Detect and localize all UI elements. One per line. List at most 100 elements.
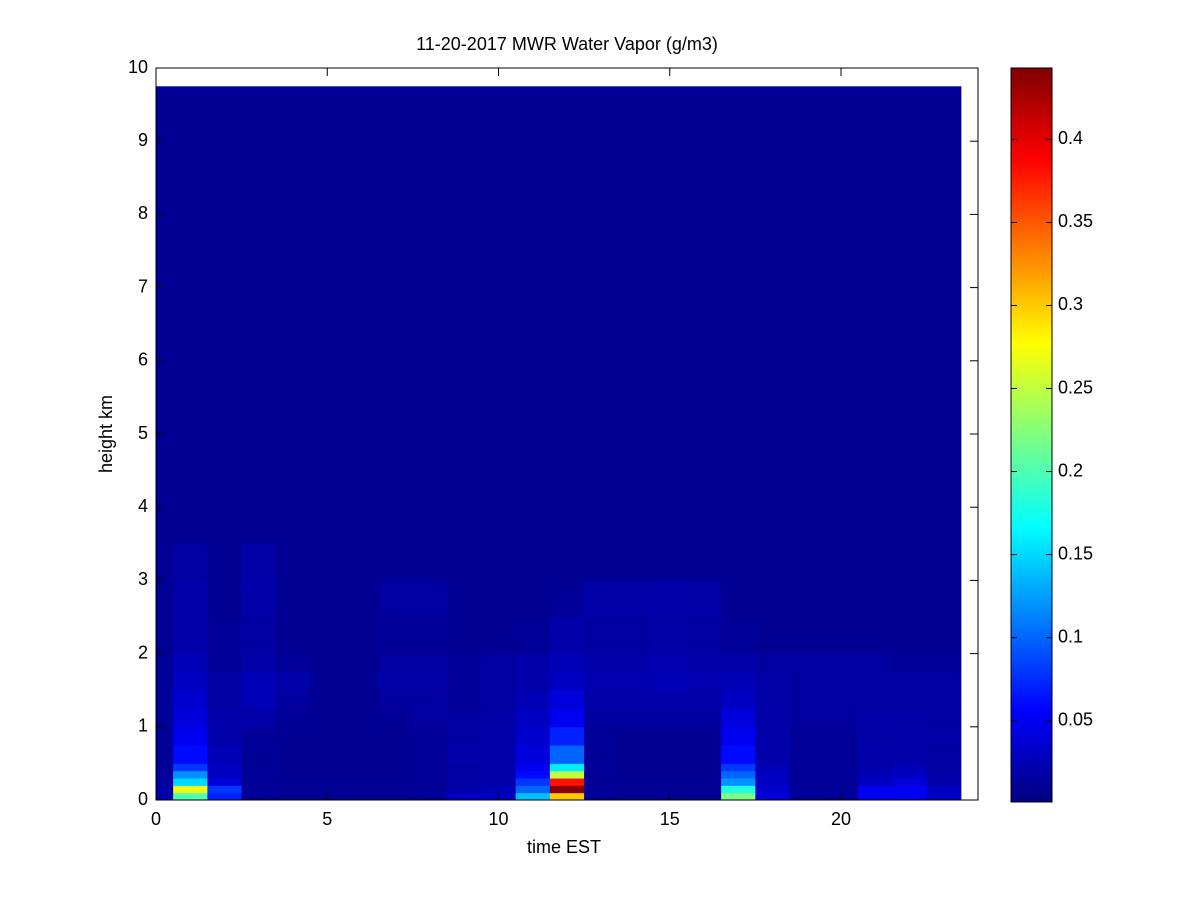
heatmap-cell <box>892 653 928 673</box>
heatmap-cell <box>721 792 756 801</box>
heatmap-cell <box>823 726 859 746</box>
heatmap-cell <box>584 671 619 691</box>
heatmap-cell <box>549 785 585 794</box>
colorbar-frame <box>1010 67 1053 803</box>
heatmap-cell <box>584 86 619 545</box>
heatmap-cell <box>755 778 791 786</box>
heatmap-cell <box>686 745 722 764</box>
heatmap-cell <box>481 580 517 618</box>
heatmap-cell <box>481 86 517 545</box>
heatmap-cell <box>755 792 791 801</box>
heatmap-cell <box>789 770 825 779</box>
heatmap-cell <box>207 763 243 772</box>
heatmap-cell <box>789 690 825 709</box>
heatmap-cell <box>378 745 414 764</box>
heatmap-cell <box>515 778 551 786</box>
colorbar-tick-label: 0.25 <box>1058 377 1093 397</box>
heatmap-cell <box>618 580 654 618</box>
heatmap-cell <box>892 708 928 728</box>
heatmap-cell <box>275 792 311 801</box>
heatmap-cell <box>207 708 243 728</box>
heatmap-cell <box>549 86 585 545</box>
heatmap-cell <box>858 726 893 746</box>
heatmap-cell <box>515 653 551 673</box>
heatmap-cell <box>173 726 208 746</box>
heatmap-cell <box>173 785 208 794</box>
heatmap-cell <box>310 778 345 786</box>
heatmap-cell <box>584 770 619 779</box>
heatmap-cell <box>618 778 654 786</box>
heatmap-cell <box>618 792 654 801</box>
heatmap-cell <box>549 778 585 786</box>
heatmap-cell <box>344 543 380 581</box>
heatmap-cell <box>686 770 722 779</box>
heatmap-cell <box>721 770 756 779</box>
heatmap-cell <box>584 617 619 655</box>
heatmap-cell <box>275 653 311 673</box>
heatmap-cell <box>481 745 517 764</box>
heatmap-cell <box>549 770 585 779</box>
heatmap-cell <box>892 671 928 691</box>
heatmap-cell <box>378 690 414 709</box>
heatmap-cell <box>344 763 380 772</box>
heatmap-cell <box>378 785 414 794</box>
heatmap-cell <box>926 778 962 786</box>
heatmap-cell <box>344 785 380 794</box>
y-tick-label: 0 <box>138 789 148 809</box>
y-tick-label: 8 <box>138 203 148 223</box>
heatmap-cell <box>156 785 174 794</box>
heatmap-cell <box>858 763 893 772</box>
heatmap-cell <box>515 726 551 746</box>
heatmap-cell <box>207 792 243 801</box>
heatmap-cell <box>823 785 859 794</box>
heatmap-cell <box>892 617 928 655</box>
colorbar-tick-label: 0.1 <box>1058 626 1083 646</box>
heatmap-cell <box>721 778 756 786</box>
heatmap-cell <box>549 653 585 673</box>
heatmap-cell <box>173 86 208 545</box>
heatmap-cell <box>789 785 825 794</box>
heatmap-cell <box>652 690 688 709</box>
heatmap-cell <box>549 708 585 728</box>
heatmap-cell <box>241 770 277 779</box>
heatmap-cell <box>926 745 962 764</box>
heatmap-cell <box>584 543 619 581</box>
heatmap-cell <box>173 745 208 764</box>
y-tick-label: 5 <box>138 423 148 443</box>
heatmap-cell <box>412 770 448 779</box>
heatmap-cell <box>686 86 722 545</box>
heatmap-cell <box>686 543 722 581</box>
heatmap-cell <box>241 671 277 691</box>
heatmap-cell <box>241 86 277 545</box>
heatmap-cell <box>549 617 585 655</box>
heatmap-cell <box>721 708 756 728</box>
heatmap-cell <box>892 770 928 779</box>
heatmap-cell <box>447 745 482 764</box>
heatmap-cell <box>823 778 859 786</box>
heatmap-cell <box>892 785 928 794</box>
heatmap-cell <box>207 671 243 691</box>
heatmap-cell <box>789 778 825 786</box>
heatmap-cell <box>652 708 688 728</box>
heatmap-cell <box>823 770 859 779</box>
heatmap-cell <box>823 745 859 764</box>
heatmap-cell <box>858 617 893 655</box>
heatmap-cell <box>156 653 174 673</box>
x-tick-label: 10 <box>488 809 508 829</box>
heatmap-cell <box>686 778 722 786</box>
heatmap-cell <box>156 580 174 618</box>
heatmap-cell <box>173 778 208 786</box>
heatmap-cell <box>755 617 791 655</box>
heatmap-cell <box>207 653 243 673</box>
heatmap-cell <box>584 778 619 786</box>
heatmap-cell <box>686 690 722 709</box>
heatmap-cell <box>156 671 174 691</box>
heatmap-cell <box>515 792 551 801</box>
heatmap-cell <box>858 543 893 581</box>
heatmap-cell <box>344 86 380 545</box>
heatmap-cell <box>721 785 756 794</box>
heatmap-cell <box>926 543 962 581</box>
heatmap-cell <box>447 785 482 794</box>
heatmap-cell <box>721 745 756 764</box>
heatmap-cell <box>275 543 311 581</box>
